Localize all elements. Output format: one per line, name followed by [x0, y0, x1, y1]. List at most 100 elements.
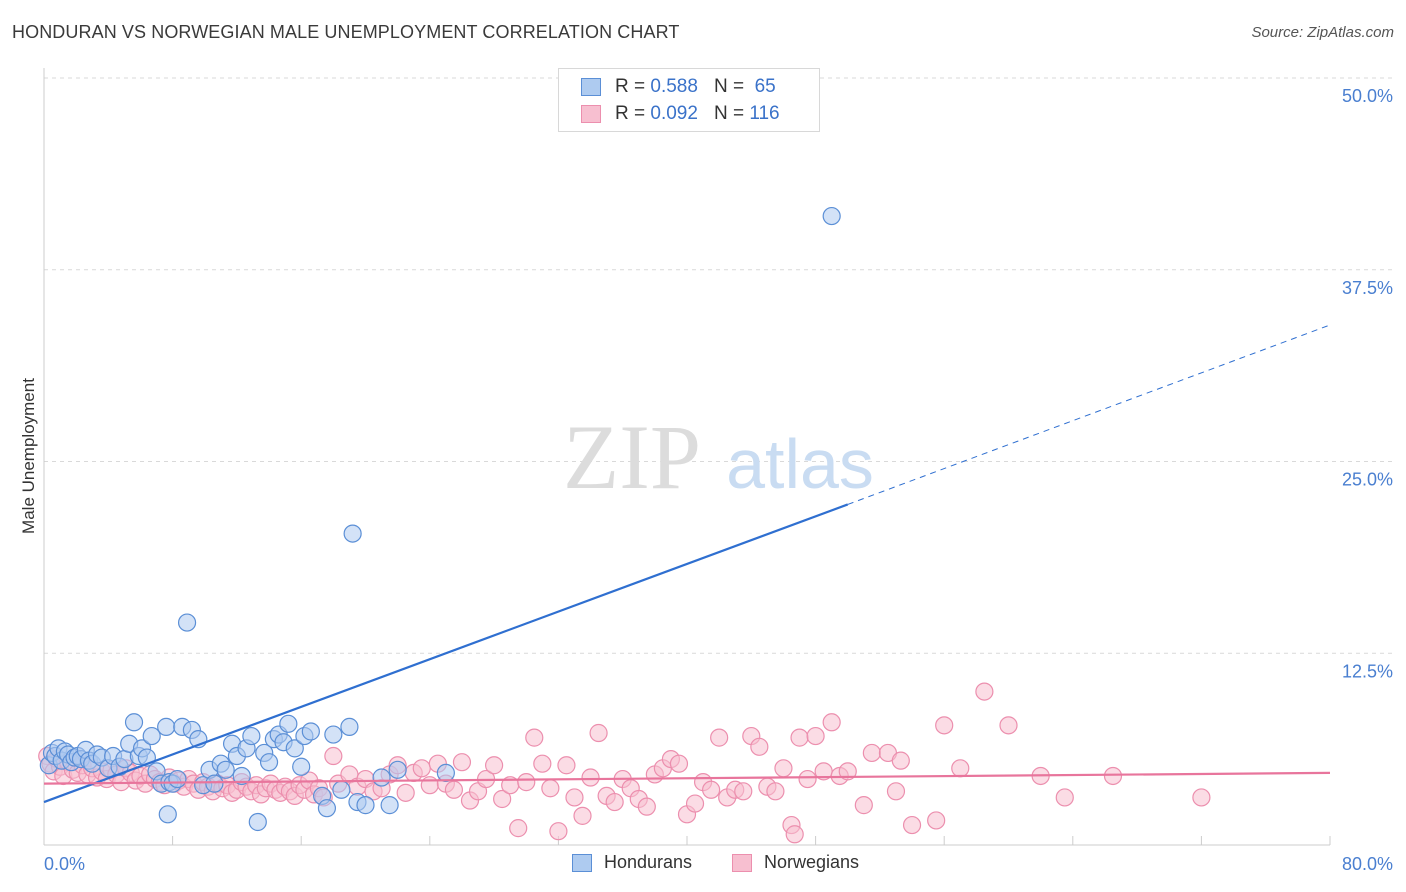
hondurans-point [157, 717, 176, 736]
norwegians-point [798, 769, 817, 789]
legend-swatch-blue [581, 78, 601, 96]
y-axis-title: Male Unemployment [19, 378, 38, 534]
hondurans-point [248, 812, 267, 832]
legend-row-hondurans: R = 0.588 N = 65 [581, 75, 776, 99]
norwegians-point [581, 768, 600, 787]
bottom-legend: Hondurans Norwegians [0, 852, 1406, 876]
norwegians-point [452, 753, 472, 772]
x-axis-ticks [43, 836, 1331, 845]
hondurans-point [279, 714, 298, 733]
bottom-legend-swatch-blue [572, 853, 592, 872]
bottom-legend-swatch-pink [732, 853, 752, 872]
norwegians-trend-line [43, 771, 1331, 785]
hondurans-point [292, 757, 311, 776]
hondurans-point [324, 725, 343, 744]
hondurans-point [242, 726, 261, 746]
y-tick-label: 25.0% [1342, 470, 1393, 490]
norwegians-point [951, 759, 970, 778]
norwegians-point [935, 716, 954, 735]
norwegians-point [685, 794, 705, 813]
norwegians-point [324, 746, 343, 766]
legend: R = 0.588 N = 65 R = 0.092 N = 116 [558, 68, 820, 132]
norwegians-point [573, 806, 592, 825]
y-tick-label: 37.5% [1342, 278, 1393, 298]
hondurans-point [158, 805, 177, 824]
norwegians-point [605, 792, 624, 812]
hondurans-point [124, 713, 144, 732]
norwegians-point [637, 797, 656, 816]
norwegians-point [412, 759, 431, 778]
norwegians-point [862, 743, 881, 763]
hondurans-point [822, 206, 841, 226]
hondurans-point [380, 796, 399, 815]
norwegians-point [750, 737, 769, 756]
norwegians-point [485, 756, 504, 775]
hondurans-trend-extension [847, 324, 1331, 505]
norwegians-point [886, 782, 906, 801]
norwegians-point [525, 728, 544, 747]
hondurans-point [205, 774, 224, 793]
norwegians-point [1055, 788, 1074, 807]
norwegians-point [902, 815, 922, 835]
norwegians-point [975, 682, 994, 701]
hondurans-point [343, 524, 362, 543]
norwegians-point [702, 780, 721, 799]
norwegians-point [509, 819, 528, 838]
norwegians-point [420, 776, 439, 795]
bottom-legend-norwegians: Norwegians [732, 852, 859, 873]
watermark-zip: ZIP [563, 406, 701, 508]
gridlines [44, 77, 1392, 654]
hondurans-point [317, 799, 337, 818]
hondurans-point [388, 760, 407, 779]
norwegians-point [1103, 766, 1123, 786]
hondurans-point [332, 780, 351, 799]
hondurans-point [372, 768, 391, 787]
legend-r-value: 0.588 [650, 76, 698, 97]
norwegians-point [774, 759, 793, 778]
norwegians-point [1192, 788, 1211, 807]
norwegians-point [517, 773, 536, 792]
watermark-atlas: atlas [726, 425, 874, 503]
norwegians-point [891, 751, 910, 770]
norwegians-point [589, 723, 608, 743]
x-tick-label-min: 0.0% [44, 854, 85, 874]
norwegians-point [822, 713, 841, 732]
hondurans-point [436, 763, 455, 783]
bottom-legend-hondurans: Hondurans [572, 852, 692, 873]
norwegians-point [669, 754, 689, 773]
hondurans-trend-line [43, 503, 849, 804]
legend-n-value: 65 [754, 76, 776, 97]
legend-swatch-pink [581, 105, 601, 123]
norwegians-point [533, 754, 552, 773]
y-axis-tick-labels: 12.5% 25.0% 37.5% 50.0% [1342, 86, 1393, 681]
norwegians-point [927, 811, 946, 830]
y-tick-label: 12.5% [1342, 661, 1393, 681]
norwegians-point [766, 782, 785, 801]
hondurans-point [232, 766, 251, 786]
hondurans-point [142, 726, 161, 746]
hondurans-point [168, 769, 187, 789]
norwegians-point [838, 762, 857, 781]
legend-n-label: N = [713, 76, 745, 97]
norwegians-point [854, 796, 873, 815]
legend-row-norwegians: R = 0.092 N = 116 [581, 102, 780, 126]
hondurans-point [301, 722, 320, 741]
hondurans-point [259, 753, 279, 772]
bottom-legend-label: Hondurans [604, 852, 693, 872]
legend-r-label: R = [615, 76, 646, 97]
x-tick-label-max: 80.0% [1342, 854, 1393, 874]
norwegians-point [710, 728, 729, 747]
watermark: ZIP atlas [563, 406, 874, 508]
norwegians-point [734, 782, 753, 801]
trend-lines [43, 324, 1331, 804]
legend-r-label: R = [615, 103, 646, 124]
legend-n-value: 116 [749, 103, 780, 124]
y-tick-label: 50.0% [1342, 86, 1393, 106]
norwegians-point [806, 726, 825, 746]
norwegians-point [790, 728, 809, 747]
norwegians-point [565, 788, 584, 807]
norwegians-point [999, 716, 1018, 735]
norwegians-point [444, 780, 464, 799]
norwegians-point [785, 825, 804, 844]
